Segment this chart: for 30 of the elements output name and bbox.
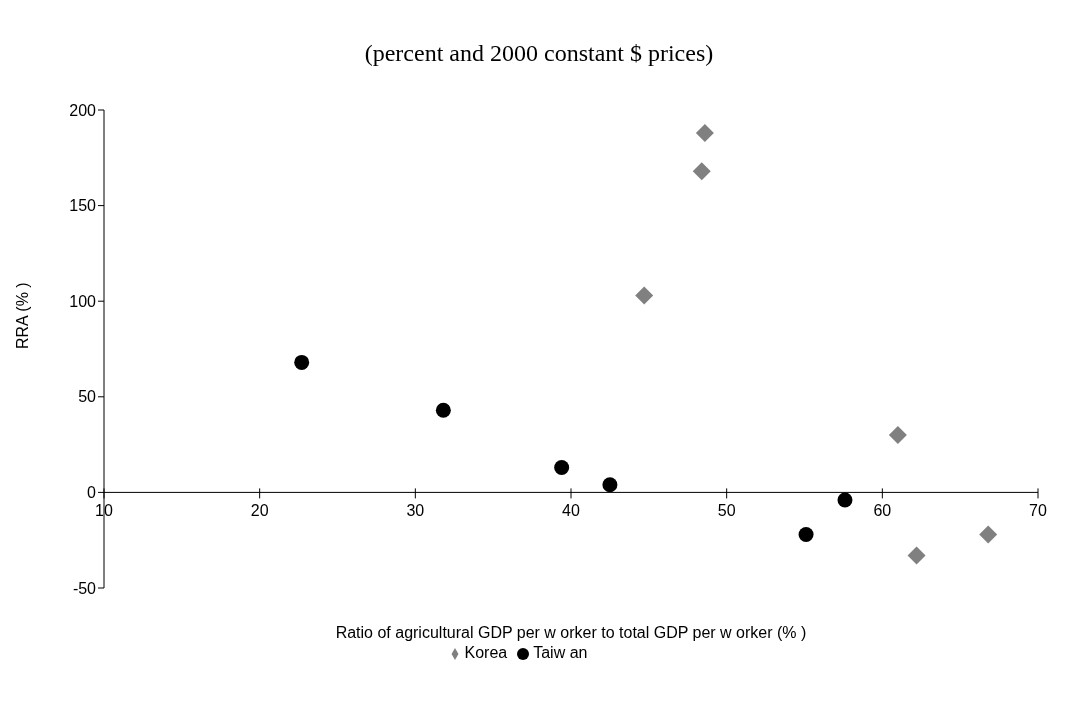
point <box>635 286 654 305</box>
x-tick-label: 40 <box>562 502 580 520</box>
point <box>798 526 814 542</box>
point <box>294 354 310 370</box>
x-tick-label: 60 <box>873 502 892 520</box>
point <box>602 477 618 493</box>
y-tick-label: 0 <box>87 484 97 502</box>
x-tick-label: 30 <box>406 502 425 520</box>
legend-label: Korea <box>464 644 508 661</box>
chart-title: (percent and 2000 constant $ prices) <box>363 39 715 68</box>
y-tick-label: 200 <box>69 101 97 119</box>
point <box>692 162 711 181</box>
point <box>979 525 998 544</box>
point <box>888 426 907 445</box>
point <box>554 460 570 476</box>
point <box>837 492 853 508</box>
y-axis-title: RRA (% ) <box>13 282 31 349</box>
y-tick-label: 150 <box>69 197 97 215</box>
x-tick-label: 50 <box>717 502 736 520</box>
legend-label: Taiw an <box>533 644 588 661</box>
y-tick-label: 100 <box>69 292 97 310</box>
point <box>435 402 451 418</box>
point <box>907 546 926 565</box>
x-tick-label: 70 <box>1029 502 1047 520</box>
x-tick-label: 10 <box>95 502 113 520</box>
x-axis-title: Ratio of agricultural GDP per w orker to total GDP per w orker (% ) <box>335 624 807 641</box>
x-tick-label: 20 <box>250 502 269 520</box>
y-tick-label: 50 <box>78 388 97 406</box>
y-tick-label: -50 <box>72 579 97 597</box>
point <box>695 123 714 142</box>
